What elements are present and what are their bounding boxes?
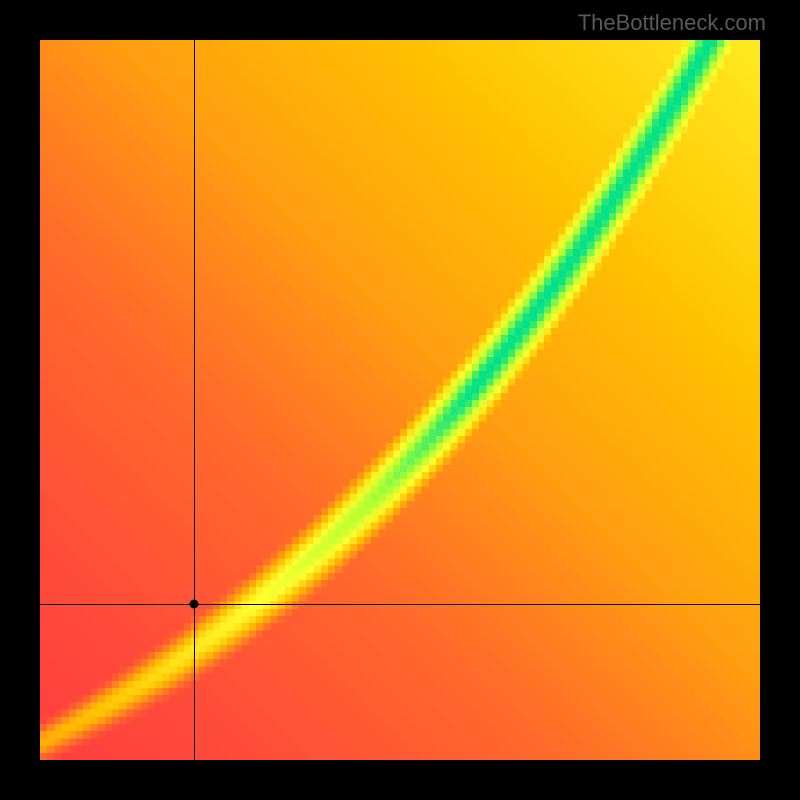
- heatmap-canvas: [40, 40, 760, 760]
- crosshair-horizontal: [40, 604, 760, 605]
- crosshair-vertical: [194, 40, 195, 760]
- bottleneck-marker: [190, 600, 199, 609]
- heatmap-plot: [40, 40, 760, 760]
- watermark-text: TheBottleneck.com: [578, 10, 766, 36]
